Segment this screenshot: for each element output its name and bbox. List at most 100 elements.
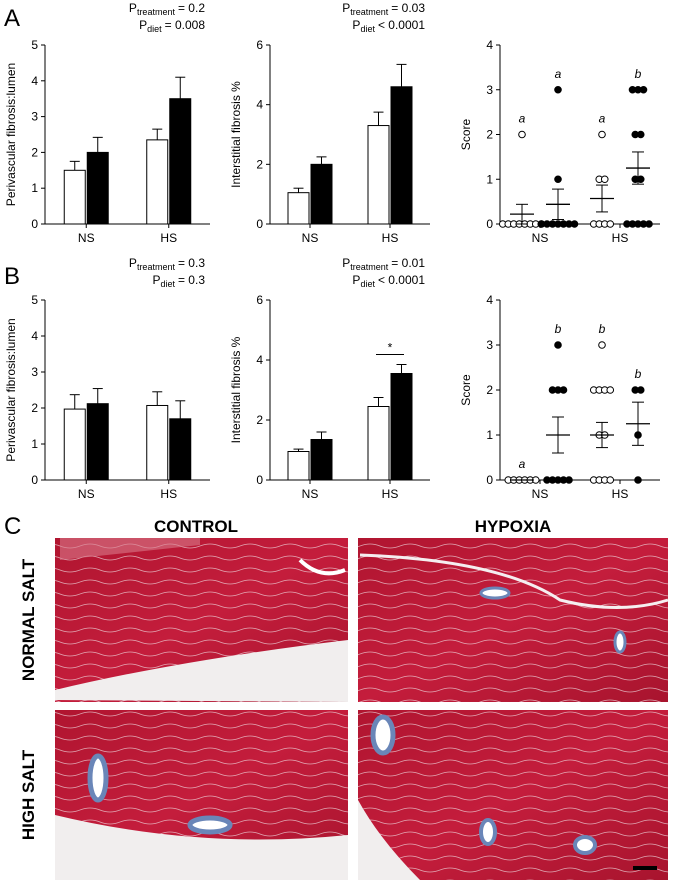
y-tick-label: 4 (31, 329, 38, 343)
dot (639, 85, 648, 94)
group-letter: a (599, 112, 606, 126)
p-value: Ptreatment = 0.3 (129, 256, 205, 272)
dot (606, 476, 615, 484)
bar (367, 406, 390, 481)
bar (287, 451, 310, 481)
y-axis-label: Interstitial fibrosis % (229, 336, 243, 443)
y-tick-label: 3 (31, 110, 38, 124)
p-value: Pdiet < 0.0001 (352, 273, 425, 289)
p-subscript: treatment (350, 262, 389, 272)
group-letter: a (555, 67, 562, 81)
p-text: = 0.008 (165, 18, 206, 32)
p-subscript: diet (360, 24, 375, 34)
p-text: = 0.3 (178, 273, 205, 287)
p-text: = 0.3 (178, 256, 205, 270)
column-label: CONTROL (154, 517, 238, 536)
dot (559, 386, 568, 394)
p-symbol: P (129, 256, 137, 270)
dot (598, 130, 606, 139)
p-symbol: P (342, 256, 350, 270)
y-tick-label: 6 (256, 293, 263, 307)
y-axis-label: Perivascular fibrosis:lumen (4, 63, 18, 206)
x-tick-label: NS (532, 231, 549, 245)
histology-image (55, 710, 348, 880)
y-tick-label: 5 (31, 38, 38, 52)
dot (645, 220, 653, 228)
group-letter: a (519, 457, 526, 471)
p-value: Pdiet < 0.0001 (352, 18, 425, 34)
y-tick-label: 4 (486, 293, 493, 307)
y-tick-label: 1 (486, 172, 493, 186)
y-tick-label: 6 (256, 38, 263, 52)
y-axis-label: Score (459, 119, 473, 151)
dot (598, 341, 606, 349)
p-text: = 0.2 (178, 1, 205, 15)
bar (146, 404, 169, 481)
x-tick-label: NS (302, 487, 319, 501)
dot (606, 220, 615, 228)
y-tick-label: 1 (486, 428, 493, 442)
group-letter: b (555, 322, 562, 336)
panel-label: A (4, 5, 20, 32)
y-tick-label: 0 (486, 217, 493, 231)
y-tick-label: 0 (486, 473, 493, 487)
p-value: Ptreatment = 0.01 (342, 256, 425, 272)
p-value: Pdiet = 0.3 (152, 273, 205, 289)
p-symbol: P (352, 273, 360, 287)
y-tick-label: 3 (486, 83, 493, 97)
dot (554, 341, 562, 349)
dot (565, 476, 573, 484)
bar (169, 418, 192, 481)
y-tick-label: 2 (486, 128, 493, 142)
x-tick-label: HS (382, 487, 399, 501)
dot (518, 130, 526, 139)
x-tick-label: HS (612, 487, 629, 501)
y-tick-label: 4 (256, 98, 263, 112)
dot (554, 175, 562, 184)
bar (310, 163, 333, 225)
y-tick-label: 4 (256, 353, 263, 367)
x-tick-label: HS (612, 231, 629, 245)
bar (390, 86, 413, 225)
histology-image (55, 538, 348, 702)
dot (634, 476, 642, 484)
bar (287, 192, 310, 225)
row-label: NORMAL SALT (19, 558, 38, 681)
p-subscript: diet (360, 279, 375, 289)
p-text: < 0.0001 (378, 273, 425, 287)
x-tick-label: NS (302, 231, 319, 245)
x-tick-label: HS (160, 231, 177, 245)
bar (310, 439, 333, 481)
y-tick-label: 2 (256, 413, 263, 427)
y-tick-label: 0 (31, 217, 38, 231)
x-tick-label: NS (532, 487, 549, 501)
p-value: Pdiet = 0.008 (139, 18, 205, 34)
p-value: Ptreatment = 0.03 (342, 1, 425, 17)
panel-label: B (4, 263, 20, 290)
y-tick-label: 1 (31, 181, 38, 195)
bar (146, 139, 169, 225)
p-subscript: treatment (350, 7, 389, 17)
dot (554, 85, 562, 94)
dot (600, 175, 609, 184)
y-tick-label: 4 (31, 74, 38, 88)
bar (63, 169, 86, 225)
p-subscript: treatment (137, 262, 176, 272)
dot (570, 220, 579, 228)
y-tick-label: 0 (31, 473, 38, 487)
y-tick-label: 0 (256, 473, 263, 487)
group-letter: b (635, 67, 642, 81)
histology-image (358, 538, 669, 702)
y-axis-label: Perivascular fibrosis:lumen (4, 318, 18, 461)
group-letter: a (519, 112, 526, 126)
significance: * (388, 341, 393, 355)
p-symbol: P (352, 18, 360, 32)
y-tick-label: 0 (256, 217, 263, 231)
p-text: = 0.03 (391, 1, 425, 15)
panel-label: C (4, 513, 21, 540)
bar (169, 98, 192, 225)
x-tick-label: NS (78, 231, 95, 245)
p-symbol: P (342, 1, 350, 15)
dot (636, 175, 645, 184)
